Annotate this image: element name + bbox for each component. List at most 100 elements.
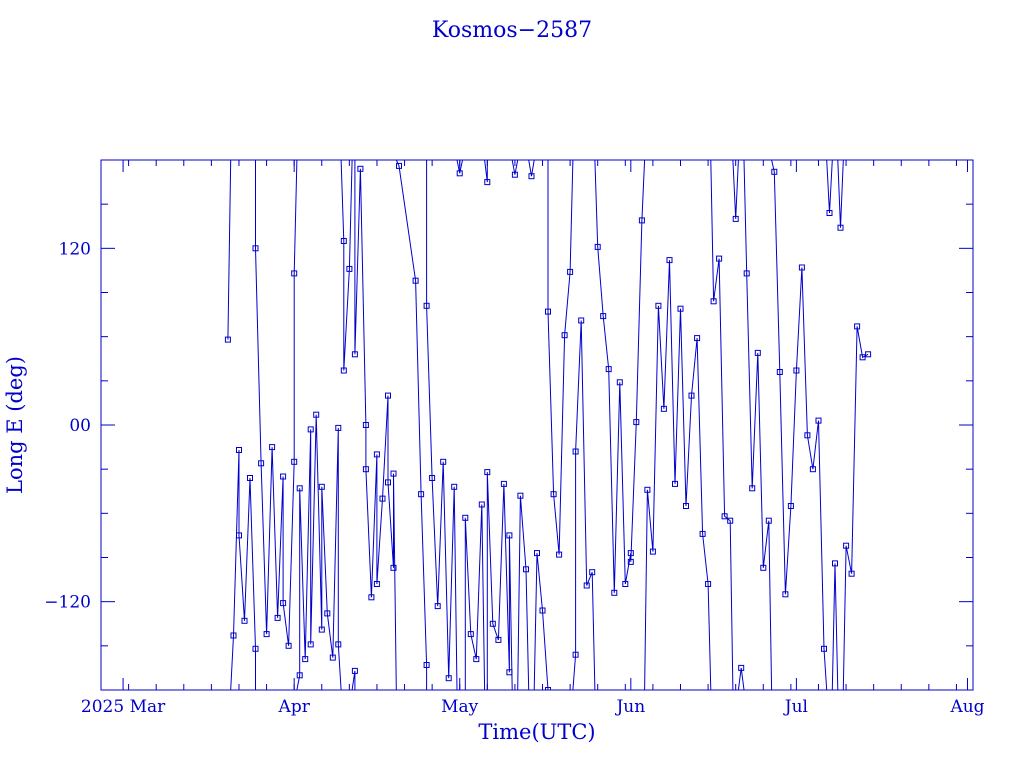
data-point: [749, 485, 756, 492]
data-point: [302, 656, 309, 663]
data-point: [534, 550, 540, 557]
data-point: [854, 323, 861, 330]
data-point: [622, 581, 629, 587]
series-line: [227, 160, 869, 690]
data-point: [589, 569, 596, 576]
data-point: [285, 642, 292, 649]
data-point: [390, 564, 397, 571]
data-point: [809, 466, 816, 473]
data-point: [280, 473, 287, 480]
data-point: [247, 475, 253, 481]
data-point: [373, 581, 380, 587]
data-point: [379, 495, 386, 502]
data-point: [258, 460, 265, 467]
data-point: [423, 302, 430, 309]
y-tick-label: 120: [59, 239, 91, 259]
data-point: [484, 469, 491, 476]
data-point: [291, 458, 298, 465]
data-point: [688, 392, 695, 399]
data-point: [230, 632, 237, 639]
data-point: [638, 217, 645, 224]
data-point: [716, 255, 723, 262]
data-point: [594, 243, 601, 250]
data-point: [335, 424, 342, 431]
data-point: [539, 607, 546, 614]
data-point: [627, 550, 634, 557]
data-point: [263, 631, 270, 638]
data-point: [484, 179, 491, 186]
data-point: [865, 351, 872, 358]
data-point: [782, 591, 789, 598]
data-point: [660, 405, 667, 412]
chart-title: Kosmos−2587: [432, 18, 592, 43]
data-point: [280, 600, 287, 607]
y-tick-label: −120: [44, 593, 91, 613]
data-point: [583, 582, 590, 589]
x-tick-labels: 2025 Mar Apr May Jun Jul Aug: [81, 697, 985, 717]
data-point: [462, 514, 469, 521]
data-point: [765, 517, 772, 524]
data-point: [318, 626, 325, 633]
data-point: [644, 486, 651, 493]
data-point: [738, 664, 745, 671]
marker-layer: [224, 162, 872, 690]
x-axis-title: Time(UTC): [478, 720, 595, 744]
plot-frame: [100, 159, 974, 691]
data-point: [236, 532, 242, 539]
data-point: [572, 651, 579, 658]
data-point: [252, 245, 259, 252]
data-point: [804, 432, 811, 439]
data-point: [269, 444, 276, 451]
tick-layer: [100, 160, 973, 690]
data-point: [837, 224, 844, 231]
data-point: [821, 645, 827, 652]
data-point: [351, 351, 358, 358]
data-point: [793, 367, 800, 374]
data-point: [710, 298, 717, 305]
data-point: [478, 501, 485, 508]
data-point: [677, 305, 684, 312]
data-point: [754, 349, 761, 356]
data-point: [672, 480, 678, 487]
data-point: [743, 270, 750, 277]
data-point: [771, 168, 778, 175]
data-point: [340, 238, 347, 244]
x-tick-label: Jul: [783, 697, 808, 717]
data-point: [556, 551, 563, 558]
data-point: [318, 483, 325, 490]
data-point: [390, 470, 397, 477]
data-point: [307, 426, 314, 433]
y-tick-labels: 120 00 −120: [44, 239, 91, 612]
data-point: [423, 662, 430, 668]
data-point: [545, 687, 551, 690]
data-point: [826, 210, 833, 216]
y-axis-title: Long E (deg): [3, 356, 27, 494]
data-point: [385, 392, 391, 399]
data-point: [721, 513, 728, 520]
data-point: [683, 503, 689, 509]
data-point: [495, 636, 502, 643]
data-point: [517, 492, 524, 499]
data-point: [346, 265, 353, 272]
data-point: [357, 165, 364, 172]
data-point: [600, 313, 607, 320]
data-point: [787, 503, 794, 509]
data-point: [307, 641, 314, 648]
data-point: [550, 491, 557, 498]
data-point: [727, 517, 734, 524]
data-point: [578, 317, 585, 324]
data-point: [528, 173, 535, 180]
data-point: [385, 479, 391, 486]
x-tick-label: Aug: [949, 697, 984, 717]
data-point: [440, 458, 447, 465]
data-point: [418, 491, 425, 498]
data-point: [567, 268, 574, 275]
data-point: [451, 483, 458, 490]
data-point: [252, 645, 259, 652]
data-point: [412, 277, 419, 284]
data-point: [523, 566, 529, 573]
data-point: [605, 366, 612, 373]
data-point: [633, 419, 640, 426]
data-point: [500, 480, 507, 487]
data-point: [429, 475, 436, 481]
